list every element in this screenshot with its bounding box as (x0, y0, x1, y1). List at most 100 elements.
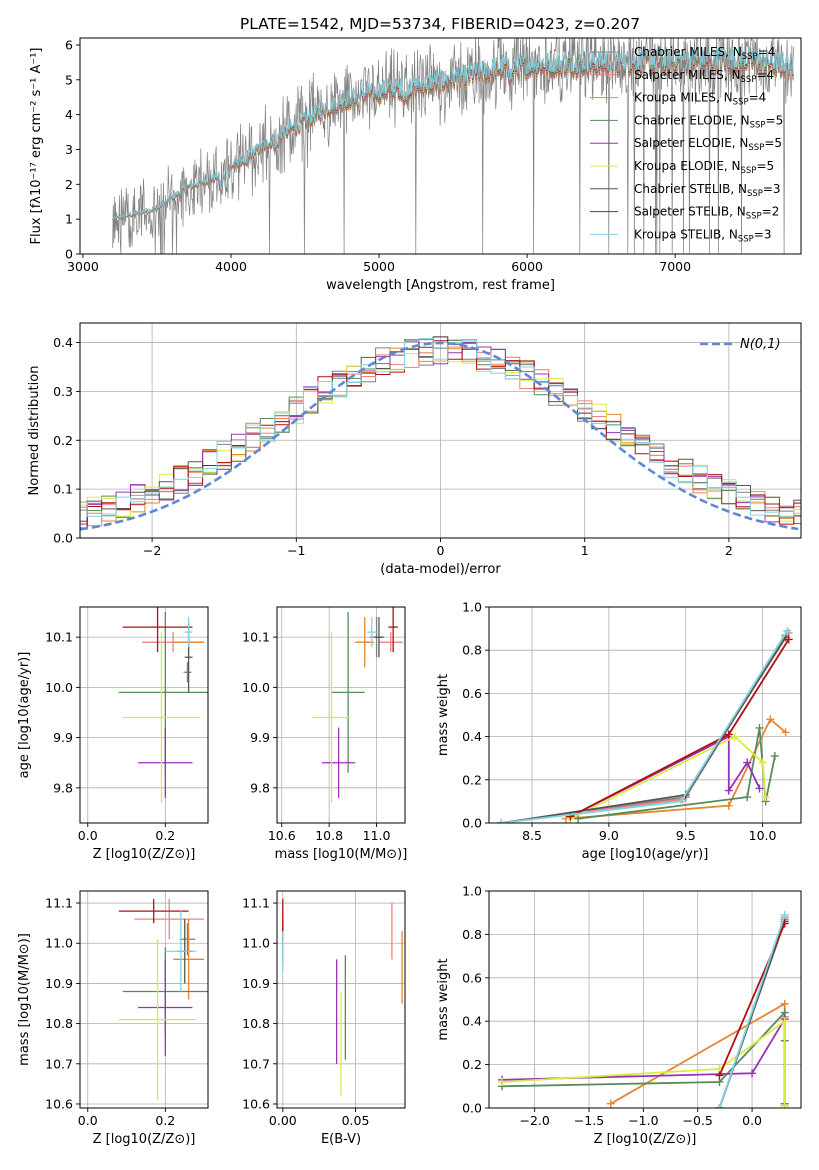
axes-frame (276, 890, 406, 1109)
y-tick-label: 1.0 (462, 600, 482, 615)
axes-frame (79, 890, 209, 1109)
weight-marker (606, 1099, 615, 1108)
weight-marker (748, 1069, 757, 1078)
histogram-chabrier-stelib (80, 336, 801, 522)
x-axis-label: E(B-V) (321, 1132, 361, 1147)
y-tick-label: 0.2 (53, 433, 73, 448)
y-tick-label: 0.8 (462, 643, 482, 658)
normal-curve (80, 341, 799, 531)
figure-title: PLATE=1542, MJD=53734, FIBERID=0423, z=0… (240, 15, 640, 33)
y-tick-label: 0.1 (53, 482, 73, 497)
errorbar-chabrier-miles (183, 662, 192, 683)
x-tick-label: 11.0 (363, 828, 391, 843)
y-axis-label: mass [log10(M/M⊙)] (17, 933, 32, 1066)
y-tick-label: 10.0 (45, 680, 73, 695)
weight-series-kroupa-elodie (498, 1017, 789, 1108)
y-tick-label: 0.0 (462, 816, 482, 831)
weight-marker (766, 715, 775, 724)
legend-label: Kroupa STELIB, NSSP=3 (634, 227, 772, 244)
spectrum-legend: Chabrier MILES, NSSP=4 Salpeter MILES, NS… (590, 45, 783, 244)
errorbar-chabrier-elodie (331, 612, 365, 773)
y-tick-label: 10.7 (45, 1056, 73, 1071)
weight-marker (780, 999, 789, 1008)
weight-marker (498, 1077, 507, 1086)
weight-series-kroupa-stelib (497, 626, 792, 823)
y-tick-label: 9.8 (250, 780, 270, 795)
x-tick-label: 2 (725, 543, 733, 558)
x-tick-label: 0 (437, 543, 445, 558)
y-tick-label: 10.9 (242, 976, 270, 991)
y-tick-label: 2 (65, 177, 73, 192)
errorbar-kroupa-miles (173, 919, 205, 1000)
x-axis-label: Z [log10(Z/Z⊙)] (93, 1132, 196, 1147)
errorbar-chabrier-stelib (374, 617, 384, 658)
y-tick-label: 0.4 (462, 1014, 482, 1029)
x-tick-label: 0.2 (155, 1113, 175, 1128)
y-axis-label: Flux [fλ10⁻¹⁷ erg cm⁻² s⁻¹ A⁻¹] (29, 48, 44, 245)
legend-label: Salpeter ELODIE, NSSP=5 (634, 136, 782, 153)
weight-series-kroupa-stelib (715, 910, 789, 1108)
errorbar-kroupa-elodie (312, 632, 351, 803)
legend-label: Kroupa ELODIE, NSSP=5 (634, 159, 774, 176)
errorbar-kroupa-elodie (118, 939, 197, 1100)
x-tick-label: 0.0 (742, 1113, 762, 1128)
errorbar-kroupa-stelib (184, 617, 193, 648)
weight-line (501, 1019, 786, 1106)
x-tick-label: 0.0 (78, 1113, 98, 1128)
y-tick-label: 11.1 (45, 896, 73, 911)
y-tick-label: 0.4 (462, 729, 482, 744)
weight-marker (755, 723, 764, 732)
weight-marker (755, 784, 764, 793)
y-tick-label: 0 (65, 247, 73, 262)
x-tick-label: −1.0 (628, 1113, 658, 1128)
weight-marker (780, 1017, 789, 1026)
x-axis-label: age [log10(age/yr)] (582, 847, 709, 862)
histogram-kroupa-elodie (80, 352, 801, 522)
errorbar-salpeter-elodie (138, 727, 193, 798)
weight-marker (677, 797, 686, 806)
legend-label: Chabrier MILES, NSSP=4 (634, 45, 775, 62)
weight-marker (497, 819, 506, 823)
y-tick-label: 10.7 (242, 1056, 270, 1071)
plot-area (112, 38, 794, 254)
y-tick-label: 10.1 (45, 630, 73, 645)
legend-label-normal: N(0,1) (740, 337, 781, 352)
errorbar-salpeter-miles (134, 899, 205, 940)
plot-mass_vs_Z: 0.0 0.2 10.6 10.7 10.8 10.9 11.0 11.1 Z [log10(Z… (17, 890, 209, 1147)
errorbar-salpeter-elodie (138, 959, 193, 1056)
y-tick-label: 11.1 (242, 896, 270, 911)
x-tick-label: 1 (581, 543, 589, 558)
y-tick-label: 0.2 (462, 1057, 482, 1072)
x-axis-label: mass [log10(M/M⊙)] (275, 847, 408, 862)
axes-frame (79, 606, 209, 824)
plot-spectrum: 3000 4000 5000 6000 7000 0 1 2 3 4 5 6 wavelength [A… (29, 37, 802, 293)
plot-area (312, 607, 403, 803)
y-tick-label: 4 (65, 107, 73, 122)
x-tick-label: 3000 (67, 259, 99, 274)
errorbar-salpeter-stelib (122, 607, 193, 653)
weight-marker (780, 1101, 789, 1108)
plot-area (282, 899, 403, 1096)
y-tick-label: 0.2 (462, 772, 482, 787)
y-axis-label: Normed distribution (27, 366, 42, 496)
x-tick-label: −1.5 (574, 1113, 604, 1128)
errorbar-kroupa-stelib (367, 617, 377, 648)
x-tick-label: 7000 (659, 259, 691, 274)
x-tick-label: 0.2 (155, 828, 175, 843)
y-tick-label: 10.9 (45, 976, 73, 991)
errorbar-salpeter-stelib (118, 899, 189, 924)
y-tick-label: 10.0 (242, 680, 270, 695)
y-tick-label: 9.9 (53, 730, 73, 745)
plot-area (118, 899, 208, 1100)
plot-mass_vs_ebv: 0.00 0.05 10.6 10.7 10.8 10.9 11.0 11.1 E(B-V) (242, 890, 406, 1147)
x-tick-label: 0.0 (78, 828, 98, 843)
weight-marker (743, 758, 752, 767)
y-tick-label: 9.9 (250, 730, 270, 745)
y-tick-label: 0.6 (462, 970, 482, 985)
axes-frame (276, 606, 406, 824)
y-tick-label: 10.8 (45, 1016, 73, 1031)
x-tick-label: −2 (143, 543, 161, 558)
y-tick-label: 6 (65, 37, 73, 52)
axes-frame (79, 322, 802, 539)
